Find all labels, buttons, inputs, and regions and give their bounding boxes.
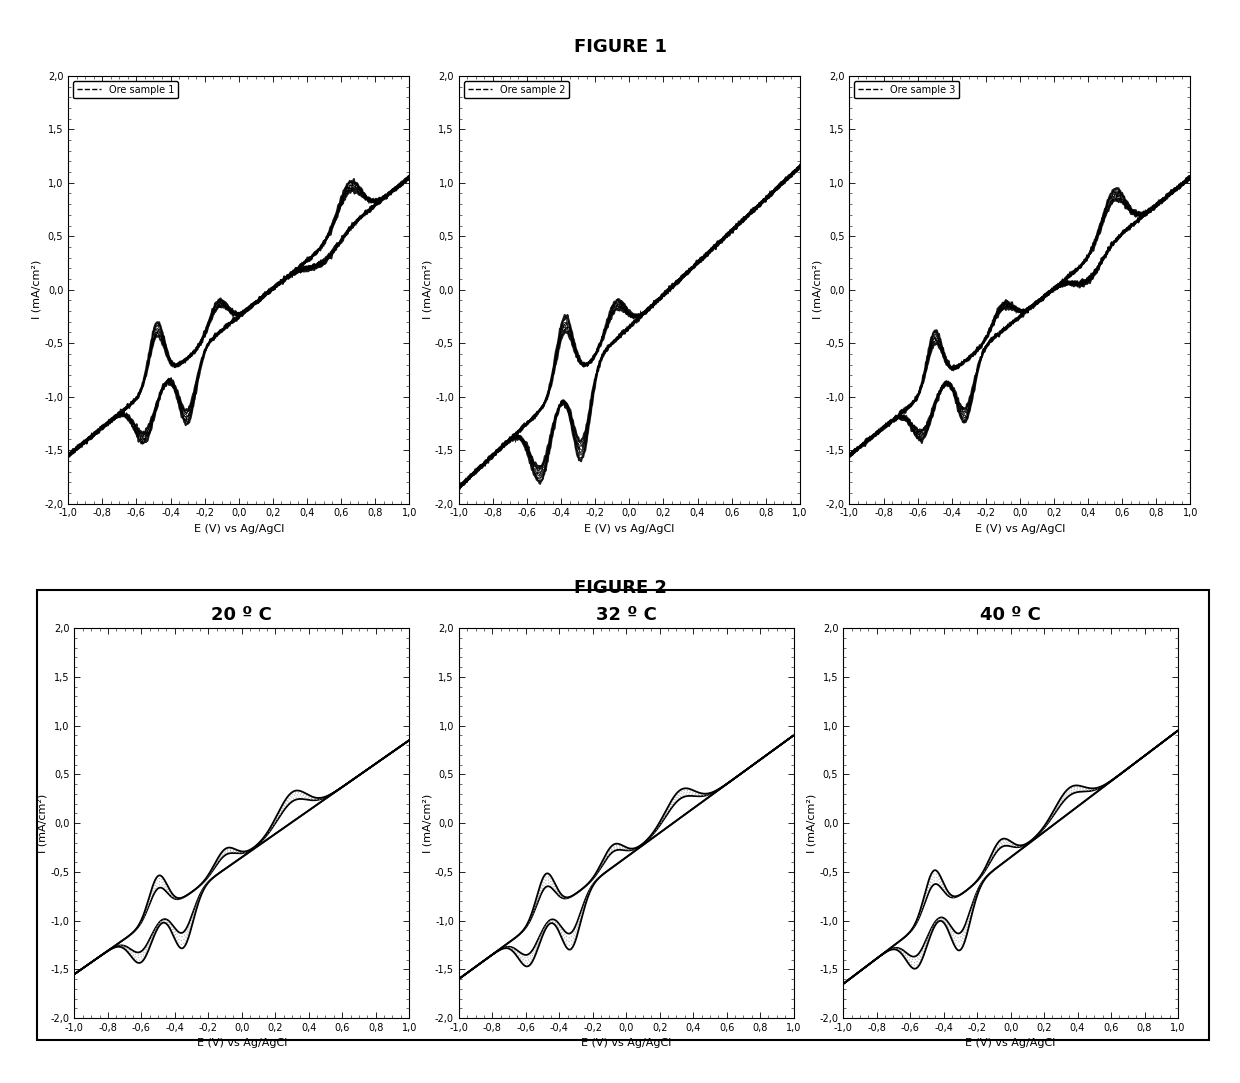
Y-axis label: I (mA/cm²): I (mA/cm²): [31, 260, 42, 319]
Title: 32 º C: 32 º C: [595, 605, 657, 624]
X-axis label: E (V) vs Ag/AgCl: E (V) vs Ag/AgCl: [584, 524, 675, 534]
Text: FIGURE 2: FIGURE 2: [573, 579, 667, 598]
Legend: Ore sample 3: Ore sample 3: [854, 80, 960, 99]
X-axis label: E (V) vs Ag/AgCl: E (V) vs Ag/AgCl: [966, 1039, 1055, 1048]
Y-axis label: I (mA/cm²): I (mA/cm²): [422, 794, 433, 852]
Text: FIGURE 1: FIGURE 1: [573, 38, 667, 56]
X-axis label: E (V) vs Ag/AgCl: E (V) vs Ag/AgCl: [193, 524, 284, 534]
X-axis label: E (V) vs Ag/AgCl: E (V) vs Ag/AgCl: [582, 1039, 671, 1048]
Legend: Ore sample 2: Ore sample 2: [464, 80, 569, 99]
Title: 40 º C: 40 º C: [980, 605, 1042, 624]
Y-axis label: I (mA/cm²): I (mA/cm²): [37, 794, 48, 852]
Y-axis label: I (mA/cm²): I (mA/cm²): [806, 794, 817, 852]
Legend: Ore sample 1: Ore sample 1: [73, 80, 179, 99]
Y-axis label: I (mA/cm²): I (mA/cm²): [812, 260, 823, 319]
X-axis label: E (V) vs Ag/AgCl: E (V) vs Ag/AgCl: [197, 1039, 286, 1048]
Y-axis label: I (mA/cm²): I (mA/cm²): [422, 260, 433, 319]
X-axis label: E (V) vs Ag/AgCl: E (V) vs Ag/AgCl: [975, 524, 1065, 534]
Title: 20 º C: 20 º C: [211, 605, 273, 624]
